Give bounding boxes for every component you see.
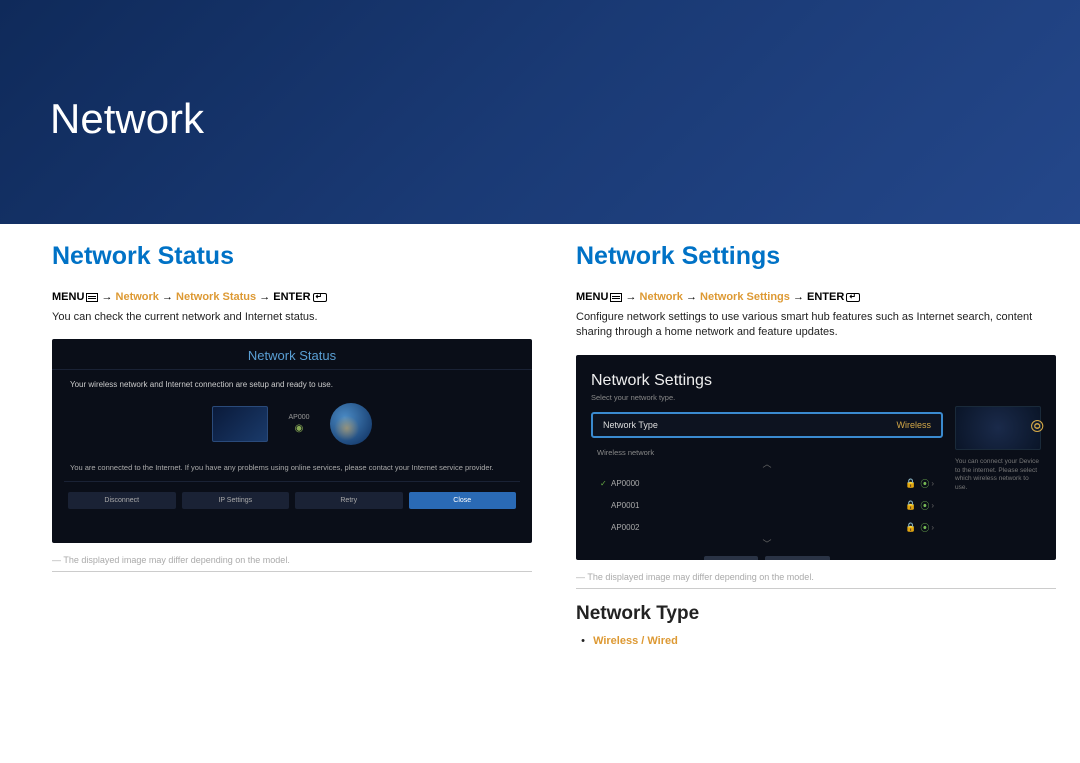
breadcrumb-enter-label: ENTER	[807, 291, 844, 303]
column-network-settings: Network Settings MENU → Network → Networ…	[554, 242, 1056, 647]
globe-icon	[330, 403, 372, 445]
settings-side-panel: ⦾ You can connect your Device to the int…	[955, 372, 1041, 543]
settings-screenshot: Network Settings Select your network typ…	[576, 355, 1056, 560]
signal-icon: ⦿	[920, 499, 929, 512]
bullet-icon: •	[576, 635, 590, 647]
lock-icon: 🔒	[905, 500, 916, 511]
column-network-status: Network Status MENU → Network → Network …	[52, 242, 554, 647]
network-type-value: Wireless	[896, 420, 931, 430]
device-icon: ⦾	[955, 406, 1041, 450]
breadcrumb-path-0: Network	[640, 291, 683, 303]
chevron-down-icon[interactable]: ﹀	[591, 537, 943, 550]
chevron-right-icon: ›	[931, 523, 934, 532]
arrow-icon: →	[101, 291, 112, 303]
arrow-icon: →	[686, 291, 697, 303]
settings-footnote: ― The displayed image may differ dependi…	[576, 572, 1056, 582]
breadcrumb-path-0: Network	[116, 291, 159, 303]
divider	[576, 588, 1056, 589]
signal-icon: ⦿	[920, 477, 929, 490]
breadcrumb-enter-label: ENTER	[273, 291, 310, 303]
content-area: Network Status MENU → Network → Network …	[0, 224, 1080, 667]
network-type-options: • Wireless / Wired	[576, 635, 1056, 647]
enter-icon	[313, 293, 327, 302]
breadcrumb-path-1: Network Status	[176, 291, 256, 303]
network-type-label: Network Type	[603, 420, 658, 430]
lock-icon: 🔒	[905, 522, 916, 533]
settings-breadcrumb: MENU → Network → Network Settings → ENTE…	[576, 291, 1056, 303]
close-button[interactable]: Close	[409, 492, 517, 509]
network-type-row[interactable]: Network Type Wireless	[591, 412, 943, 438]
chevron-right-icon: ›	[931, 479, 934, 488]
ap-item-1[interactable]: AP0001 🔒 ⦿ ›	[591, 495, 943, 516]
wifi-wave-icon: ⦾	[1030, 417, 1044, 437]
check-icon: ✓	[600, 479, 611, 488]
tv-icon	[212, 406, 268, 442]
ap-item-2[interactable]: AP0002 🔒 ⦿ ›	[591, 517, 943, 538]
network-type-heading: Network Type	[576, 603, 1056, 625]
arrow-icon: →	[162, 291, 173, 303]
signal-icon: ⦿	[920, 521, 929, 534]
ap-block: AP000 ◉	[288, 414, 309, 434]
screenshot-subtitle: Select your network type.	[591, 393, 943, 402]
arrow-icon: →	[793, 291, 804, 303]
refresh-button[interactable]: Refresh	[704, 556, 758, 560]
page-title: Network	[50, 95, 204, 143]
network-type-values: Wireless / Wired	[593, 635, 678, 647]
status-footnote: ― The displayed image may differ dependi…	[52, 555, 532, 565]
ap-name: AP0001	[611, 501, 905, 510]
settings-buttons: Refresh WPS(PBC)	[591, 556, 943, 560]
settings-main-panel: Network Settings Select your network typ…	[591, 372, 943, 543]
screenshot-title: Network Settings	[591, 372, 943, 390]
wifi-icon: ◉	[295, 423, 304, 434]
page-header: Network	[0, 0, 1080, 224]
wps-button[interactable]: WPS(PBC)	[765, 556, 831, 560]
ip-settings-button[interactable]: IP Settings	[182, 492, 290, 509]
divider	[52, 571, 532, 572]
breadcrumb-menu-label: MENU	[576, 291, 608, 303]
status-breadcrumb: MENU → Network → Network Status → ENTER	[52, 291, 532, 303]
status-visual: AP000 ◉	[52, 393, 532, 459]
enter-icon	[846, 293, 860, 302]
settings-description: Configure network settings to use variou…	[576, 310, 1056, 341]
ap-item-0[interactable]: ✓ AP0000 🔒 ⦿ ›	[591, 473, 943, 494]
arrow-icon: →	[625, 291, 636, 303]
menu-icon	[610, 293, 622, 302]
breadcrumb-path-1: Network Settings	[700, 291, 790, 303]
arrow-icon: →	[259, 291, 270, 303]
status-heading: Network Status	[52, 242, 532, 271]
ap-name: AP0002	[611, 523, 905, 532]
chevron-up-icon[interactable]: ︿	[591, 457, 943, 470]
chevron-right-icon: ›	[931, 501, 934, 510]
menu-icon	[86, 293, 98, 302]
screenshot-message-bottom: You are connected to the Internet. If yo…	[52, 459, 532, 481]
screenshot-message-top: Your wireless network and Internet conne…	[52, 370, 532, 393]
status-description: You can check the current network and In…	[52, 310, 532, 325]
header-pattern	[432, 0, 1080, 224]
screenshot-title: Network Status	[52, 339, 532, 370]
ap-name: AP0000	[611, 479, 905, 488]
status-buttons: Disconnect IP Settings Retry Close	[52, 482, 532, 519]
status-screenshot: Network Status Your wireless network and…	[52, 339, 532, 543]
retry-button[interactable]: Retry	[295, 492, 403, 509]
settings-heading: Network Settings	[576, 242, 1056, 271]
side-help-text: You can connect your Device to the inter…	[955, 458, 1041, 493]
lock-icon: 🔒	[905, 478, 916, 489]
ap-name: AP000	[288, 414, 309, 421]
disconnect-button[interactable]: Disconnect	[68, 492, 176, 509]
breadcrumb-menu-label: MENU	[52, 291, 84, 303]
